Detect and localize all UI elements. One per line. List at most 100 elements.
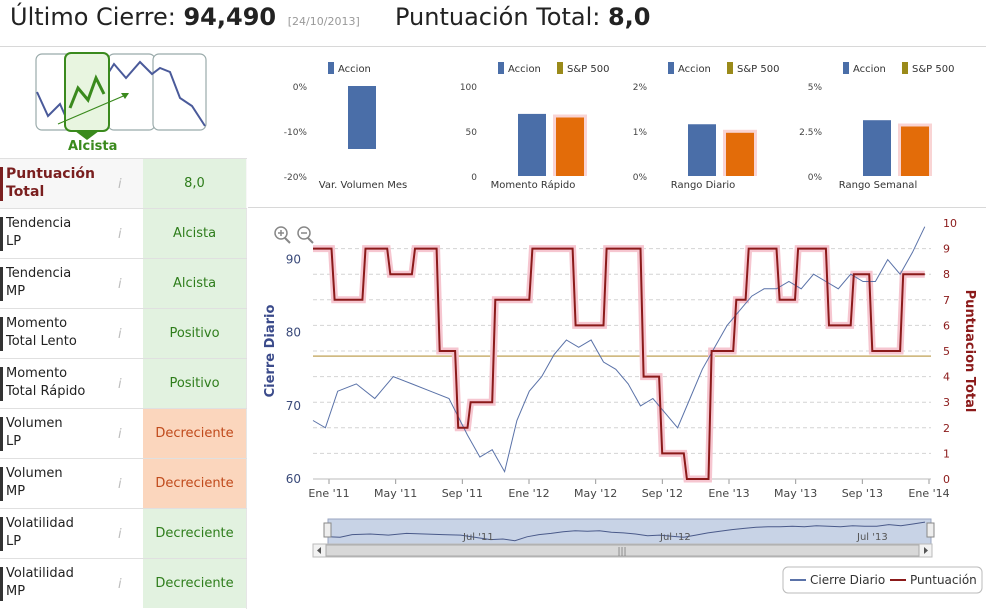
row-label: Tendencia LP bbox=[6, 216, 72, 249]
x-tick-label: Ene '13 bbox=[708, 487, 749, 500]
row-label: Puntuación Total bbox=[6, 166, 95, 200]
bar bbox=[901, 126, 929, 176]
info-icon[interactable]: i bbox=[118, 577, 122, 592]
legend-swatch bbox=[498, 62, 504, 74]
bar bbox=[518, 113, 546, 176]
scroll-left-icon[interactable] bbox=[317, 547, 321, 554]
navigator-handle-right[interactable] bbox=[926, 522, 935, 538]
info-icon[interactable]: i bbox=[118, 177, 122, 192]
trend-selector[interactable]: Alcista bbox=[0, 48, 247, 158]
info-icon[interactable]: i bbox=[118, 327, 122, 342]
last-close-value: 94,490 bbox=[183, 3, 277, 31]
navigator-series bbox=[327, 521, 926, 542]
score-row: Momento Total Rápido i Positivo bbox=[0, 358, 247, 408]
mini-charts: Accion 0% -10% -20% Var. Volumen Mes Accion S&… bbox=[248, 48, 986, 208]
mini-chart: Accion S&P 500 100 50 0 Momento Rápido bbox=[460, 62, 609, 191]
legend-item-puntuacion[interactable]: Puntuación bbox=[910, 573, 977, 587]
main-chart: 10 9 8 7 6 5 4 3 2 1 0 90 80 70 60 Cierre Diario Puntuac… bbox=[248, 209, 986, 609]
tick-label: 0% bbox=[293, 83, 308, 93]
row-marker bbox=[0, 567, 3, 601]
navigator-handle-left[interactable] bbox=[323, 522, 332, 538]
row-value: 8,0 bbox=[143, 159, 246, 208]
chart-xlabel: Rango Diario bbox=[671, 180, 735, 191]
trend-icons bbox=[35, 52, 207, 140]
tick-label: -10% bbox=[284, 128, 308, 138]
tick-label: 5% bbox=[808, 83, 823, 93]
info-icon[interactable]: i bbox=[118, 227, 122, 242]
tick-label: 1% bbox=[633, 128, 648, 138]
score-band bbox=[313, 245, 925, 483]
legend-item-cierre[interactable]: Cierre Diario bbox=[810, 573, 885, 587]
zoom-in-icon[interactable] bbox=[274, 226, 291, 244]
last-close-date: [24/10/2013] bbox=[287, 15, 360, 28]
legend-swatch bbox=[328, 62, 334, 74]
row-value: Decreciente bbox=[143, 509, 246, 558]
legend-box bbox=[782, 566, 983, 594]
row-value: Decreciente bbox=[143, 409, 246, 458]
score-row: Momento Total Lento i Positivo bbox=[0, 308, 247, 358]
y2-axis-title: Puntuacion Total bbox=[962, 290, 977, 413]
score-panel: Alcista Puntuación Total i 8,0 Tendencia LP i A… bbox=[0, 48, 247, 609]
right-tick: 7 bbox=[943, 294, 950, 307]
arrow-up-icon bbox=[121, 93, 129, 99]
header: Último Cierre: 94,490 [24/10/2013] Puntu… bbox=[0, 0, 986, 47]
mini-chart: Accion S&P 500 2% 1% 0% Rango Diario bbox=[633, 62, 779, 191]
right-tick: 2 bbox=[943, 422, 950, 435]
chart-legend[interactable]: Cierre Diario Puntuación bbox=[782, 566, 983, 594]
info-icon[interactable]: i bbox=[118, 427, 122, 442]
row-value: Decreciente bbox=[143, 559, 246, 608]
row-marker bbox=[0, 317, 3, 351]
x-tick-label: May '11 bbox=[374, 487, 417, 500]
x-tick-label: Sep '13 bbox=[842, 487, 883, 500]
row-marker bbox=[0, 367, 3, 401]
score-row: Volatilidad MP i Decreciente bbox=[0, 558, 247, 608]
right-tick: 8 bbox=[943, 268, 950, 281]
left-tick: 60 bbox=[286, 472, 301, 486]
row-marker bbox=[0, 517, 3, 551]
info-icon[interactable]: i bbox=[118, 377, 122, 392]
row-marker bbox=[0, 467, 3, 501]
scrollbar[interactable]: ||| bbox=[312, 543, 933, 558]
right-tick: 3 bbox=[943, 396, 950, 409]
bar bbox=[726, 132, 754, 176]
tick-label: 0 bbox=[471, 173, 477, 183]
legend-label: Accion bbox=[508, 64, 541, 75]
navigator-area[interactable] bbox=[327, 518, 932, 545]
bar bbox=[348, 86, 376, 149]
arrow-shaft bbox=[57, 93, 129, 125]
row-value: Decreciente bbox=[143, 459, 246, 508]
zoom-out-icon[interactable] bbox=[297, 226, 314, 244]
score-row: Puntuación Total i 8,0 bbox=[0, 158, 247, 208]
info-icon[interactable]: i bbox=[118, 277, 122, 292]
range-navigator[interactable]: Jul '11 Jul '12 Jul '13 bbox=[323, 518, 935, 545]
row-marker bbox=[0, 167, 3, 201]
score-row: Tendencia LP i Alcista bbox=[0, 208, 247, 258]
tick-label: 0% bbox=[633, 173, 648, 183]
info-icon[interactable]: i bbox=[118, 527, 122, 542]
row-label: Momento Total Rápido bbox=[6, 366, 86, 399]
legend-swatch bbox=[727, 62, 733, 74]
mini-chart: Accion S&P 500 5% 2.5% 0% Rango Semanal bbox=[799, 62, 954, 191]
row-value: Alcista bbox=[143, 259, 246, 308]
row-value: Positivo bbox=[143, 309, 246, 358]
series-cierre-diario bbox=[312, 226, 926, 474]
right-tick: 0 bbox=[943, 473, 950, 486]
legend-label: S&P 500 bbox=[737, 64, 779, 75]
trend-icon-bearish[interactable] bbox=[152, 53, 207, 131]
score-row: Volatilidad LP i Decreciente bbox=[0, 508, 247, 558]
tick-label: -20% bbox=[284, 173, 308, 183]
scrollbar-thumb[interactable] bbox=[325, 544, 920, 557]
legend-swatch bbox=[668, 62, 674, 74]
selected-indicator-icon bbox=[75, 131, 99, 140]
right-tick: 1 bbox=[943, 447, 950, 460]
x-tick-label: Sep '12 bbox=[642, 487, 683, 500]
info-icon[interactable]: i bbox=[118, 477, 122, 492]
last-close-label: Último Cierre: bbox=[10, 3, 176, 31]
row-label: Volatilidad LP bbox=[6, 516, 74, 549]
row-label: Volumen LP bbox=[6, 416, 63, 449]
scroll-right-icon[interactable] bbox=[924, 547, 928, 554]
x-tick-label: May '12 bbox=[574, 487, 617, 500]
legend-label: Accion bbox=[853, 64, 886, 75]
score-row: Volumen MP i Decreciente bbox=[0, 458, 247, 508]
chart-xlabel: Rango Semanal bbox=[839, 180, 917, 191]
